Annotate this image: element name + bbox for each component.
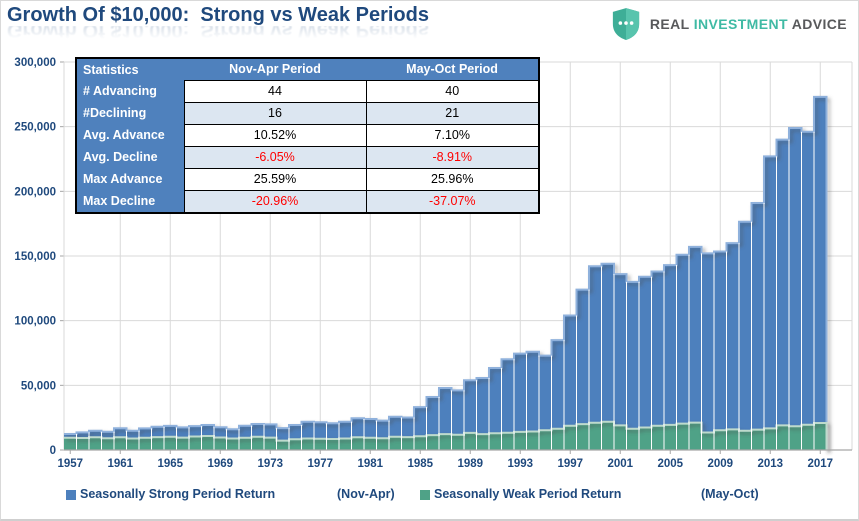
stat-label: # Advancing	[76, 80, 184, 103]
x-axis-label: 1957	[57, 458, 83, 470]
y-axis-label: 0	[50, 445, 56, 457]
table-row: #Declining 16 21	[76, 102, 540, 125]
stat-value: 16	[183, 102, 367, 125]
x-axis-label: 1985	[407, 458, 433, 470]
x-axis-label: 2013	[757, 458, 783, 470]
legend-period-weak: (May-Oct)	[701, 487, 759, 501]
x-axis-label: 1961	[107, 458, 133, 470]
stats-table: Statistics Nov-Apr Period May-Oct Period…	[75, 57, 540, 214]
x-axis-label: 1981	[357, 458, 383, 470]
stat-value: 40	[365, 80, 540, 103]
y-axis-label: 100,000	[14, 316, 56, 328]
x-axis-label: 2017	[807, 458, 833, 470]
x-axis-label: 1993	[507, 458, 533, 470]
y-axis-label: 150,000	[14, 251, 56, 263]
stat-value: -8.91%	[365, 146, 540, 169]
stat-label: Max Decline	[76, 190, 184, 213]
page-title: Growth Of $10,000: Strong vs Weak Period…	[7, 4, 429, 26]
y-axis-label: 200,000	[14, 186, 56, 198]
logo-word-real: REAL	[649, 16, 690, 32]
stat-value: 25.96%	[365, 168, 540, 191]
x-axis-label: 2001	[607, 458, 633, 470]
x-axis-label: 1977	[307, 458, 333, 470]
stats-header-statistics: Statistics	[76, 58, 184, 81]
x-axis-label: 1989	[457, 458, 483, 470]
legend-swatch-strong	[66, 490, 76, 500]
x-axis-label: 1973	[257, 458, 283, 470]
shield-icon	[612, 8, 640, 40]
stat-value: -37.07%	[365, 190, 540, 214]
stat-value: -6.05%	[183, 146, 367, 169]
stat-value: 21	[365, 102, 540, 125]
stat-label: Avg. Decline	[76, 146, 184, 169]
stat-value: 25.59%	[183, 168, 367, 191]
logo-text: REAL INVESTMENT ADVICE	[650, 16, 847, 32]
series-strong-period	[64, 95, 828, 451]
logo-word-advice: ADVICE	[791, 16, 847, 32]
y-axis-label: 300,000	[14, 57, 56, 69]
table-row: Max Decline -20.96% -37.07%	[76, 190, 540, 214]
table-row: Avg. Advance 10.52% 7.10%	[76, 124, 540, 147]
x-axis-label: 2009	[707, 458, 733, 470]
y-axis-label: 50,000	[21, 380, 56, 392]
stat-value: 7.10%	[365, 124, 540, 147]
logo-word-investment: INVESTMENT	[693, 16, 788, 32]
stat-label: Avg. Advance	[76, 124, 184, 147]
stat-value: -20.96%	[183, 190, 367, 214]
legend-label-weak: Seasonally Weak Period Return	[434, 487, 622, 501]
x-axis-label: 1969	[207, 458, 233, 470]
stats-header-nov-apr: Nov-Apr Period	[184, 58, 366, 81]
x-axis-label: 2005	[657, 458, 683, 470]
table-row: Max Advance 25.59% 25.96%	[76, 168, 540, 191]
stats-header-may-oct: May-Oct Period	[366, 58, 539, 81]
stat-label: #Declining	[76, 102, 184, 125]
x-axis-label: 1965	[157, 458, 183, 470]
stat-value: 10.52%	[183, 124, 367, 147]
legend-period-strong: (Nov-Apr)	[337, 487, 395, 501]
x-axis-label: 1997	[557, 458, 583, 470]
legend-label-strong: Seasonally Strong Period Return	[80, 487, 276, 501]
y-axis-label: 250,000	[14, 122, 56, 134]
table-row: Avg. Decline -6.05% -8.91%	[76, 146, 540, 169]
table-row: # Advancing 44 40	[76, 80, 540, 103]
bar-separators	[76, 131, 815, 450]
stats-header-row: Statistics Nov-Apr Period May-Oct Period	[76, 58, 539, 81]
logo: REAL INVESTMENT ADVICE	[611, 7, 847, 41]
legend-swatch-weak	[420, 490, 430, 500]
stat-value: 44	[183, 80, 367, 103]
page-title-reflection: Growth Of $10,000: Strong vs Weak Period…	[7, 26, 429, 41]
stat-label: Max Advance	[76, 168, 184, 191]
